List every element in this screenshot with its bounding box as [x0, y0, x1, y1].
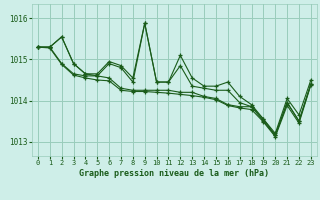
X-axis label: Graphe pression niveau de la mer (hPa): Graphe pression niveau de la mer (hPa) [79, 169, 269, 178]
